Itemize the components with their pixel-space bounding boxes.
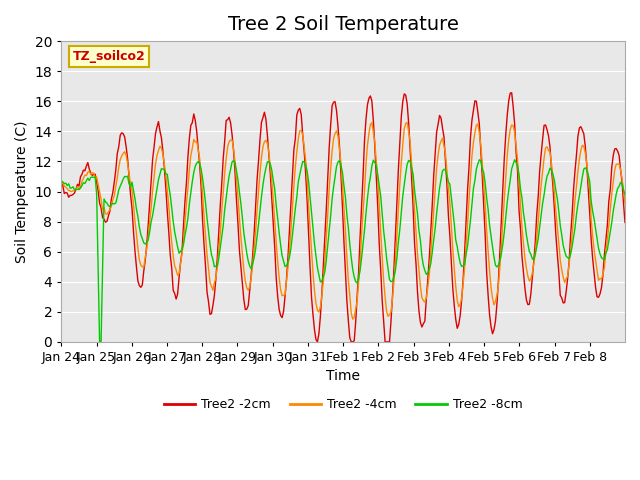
Tree2 -4cm	[368, 120, 376, 125]
Tree2 -8cm	[77, 185, 84, 191]
Tree2 -4cm	[462, 243, 470, 249]
Y-axis label: Soil Temperature (C): Soil Temperature (C)	[15, 120, 29, 263]
Tree2 -2cm	[546, 144, 554, 149]
Tree2 -2cm	[461, 250, 468, 256]
Tree2 -4cm	[621, 201, 629, 206]
Tree2 -2cm	[58, 178, 65, 184]
Tree2 -2cm	[349, 339, 356, 345]
Tree2 -8cm	[461, 262, 468, 267]
Tree2 -8cm	[476, 157, 483, 163]
Tree2 -2cm	[94, 188, 102, 193]
Tree2 -4cm	[620, 188, 627, 193]
Tree2 -2cm	[77, 174, 84, 180]
Legend: Tree2 -2cm, Tree2 -4cm, Tree2 -8cm: Tree2 -2cm, Tree2 -4cm, Tree2 -8cm	[159, 393, 527, 416]
Tree2 -8cm	[546, 165, 554, 171]
Tree2 -4cm	[58, 178, 65, 183]
Tree2 -8cm	[94, 265, 102, 271]
Tree2 -2cm	[620, 201, 627, 206]
Tree2 -8cm	[96, 339, 104, 345]
Tree2 -2cm	[314, 339, 321, 345]
Line: Tree2 -4cm: Tree2 -4cm	[61, 122, 625, 319]
Tree2 -4cm	[348, 311, 355, 316]
Tree2 -4cm	[349, 316, 356, 322]
Tree2 -2cm	[621, 219, 629, 225]
Tree2 -4cm	[94, 181, 102, 187]
Line: Tree2 -8cm: Tree2 -8cm	[61, 160, 625, 342]
Tree2 -8cm	[349, 266, 356, 272]
X-axis label: Time: Time	[326, 370, 360, 384]
Tree2 -8cm	[621, 192, 629, 198]
Title: Tree 2 Soil Temperature: Tree 2 Soil Temperature	[228, 15, 459, 34]
Text: TZ_soilco2: TZ_soilco2	[72, 50, 145, 63]
Tree2 -2cm	[508, 90, 515, 96]
Tree2 -8cm	[620, 187, 627, 193]
Tree2 -4cm	[546, 149, 554, 155]
Line: Tree2 -2cm: Tree2 -2cm	[61, 93, 625, 342]
Tree2 -8cm	[58, 178, 65, 184]
Tree2 -4cm	[77, 183, 84, 189]
